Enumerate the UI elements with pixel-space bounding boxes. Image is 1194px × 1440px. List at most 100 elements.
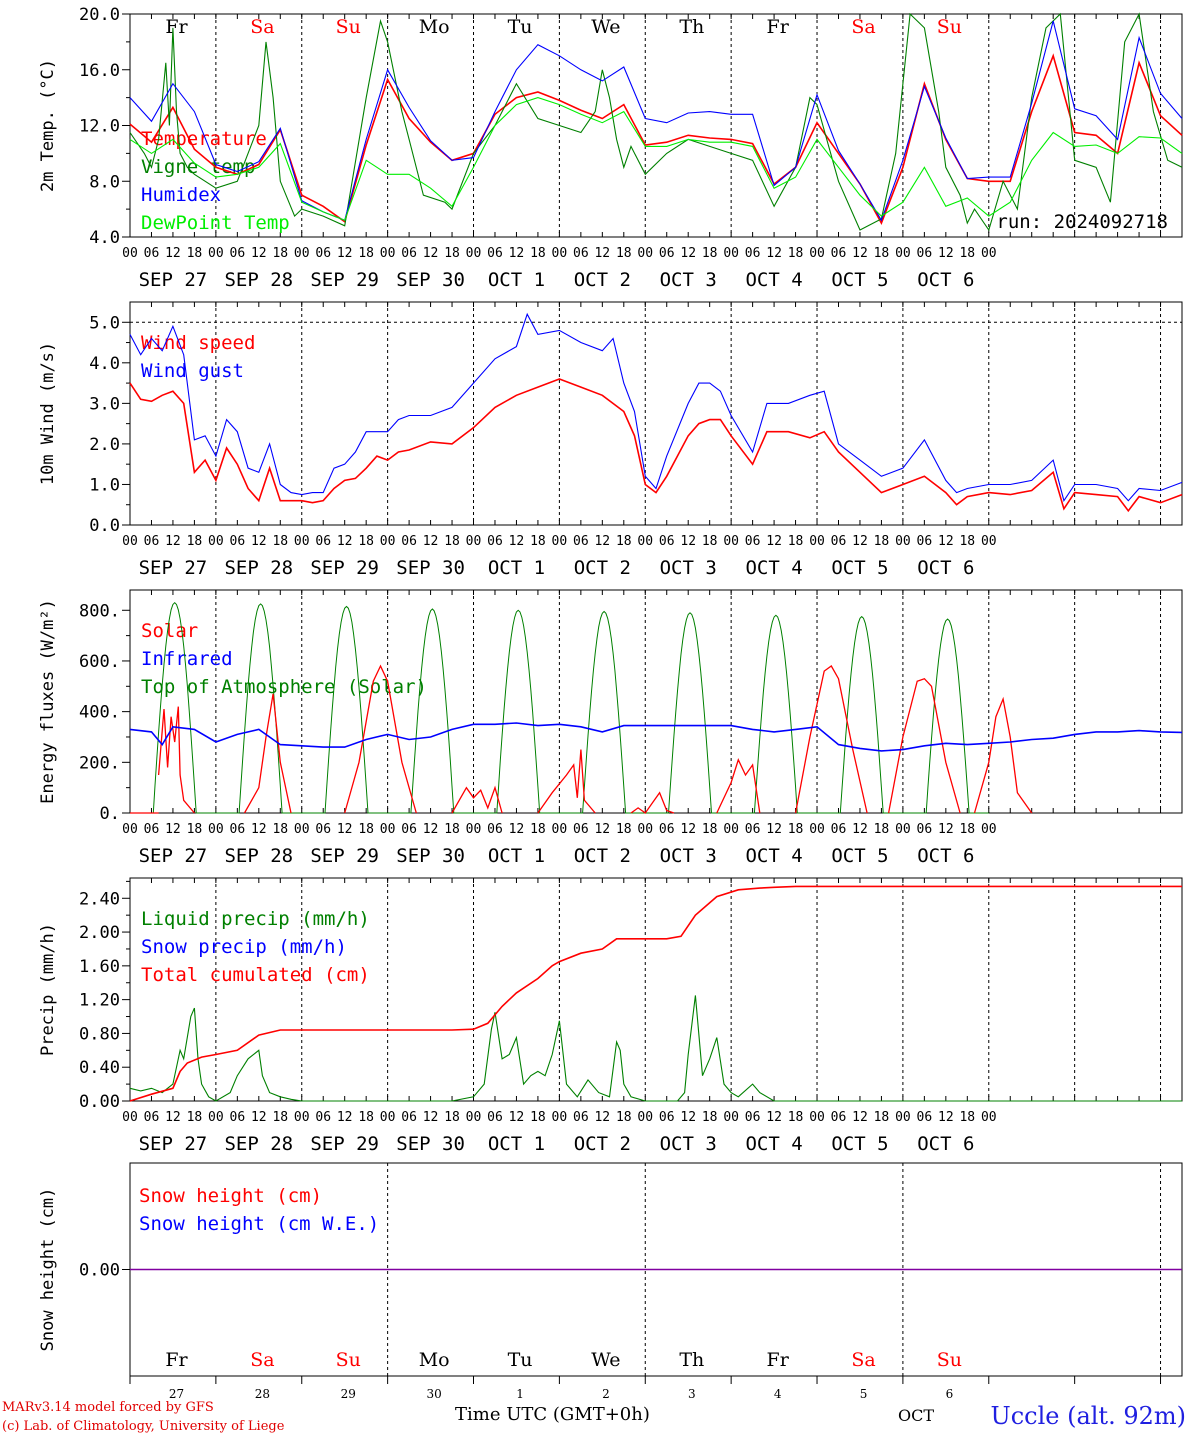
x-hour-label: 12 bbox=[766, 822, 782, 837]
x-hour-label: 00 bbox=[208, 246, 224, 261]
x-hour-label: 00 bbox=[637, 1110, 653, 1125]
x-hour-label: 12 bbox=[509, 822, 525, 837]
x-hour-label: 18 bbox=[788, 1110, 804, 1125]
x-hour-label: 12 bbox=[938, 246, 954, 261]
x-hour-label: 18 bbox=[358, 822, 374, 837]
x-hour-label: 18 bbox=[358, 246, 374, 261]
x-hour-label: 06 bbox=[487, 1110, 503, 1125]
x-hour-label: 12 bbox=[852, 822, 868, 837]
x-date-label: OCT 1 bbox=[488, 557, 545, 579]
x-hour-label: 06 bbox=[659, 822, 675, 837]
x-hour-label: 06 bbox=[315, 534, 331, 549]
day-name: Tu bbox=[508, 1349, 533, 1371]
legend-entry: Snow precip (mm/h) bbox=[141, 936, 347, 958]
x-hour-label: 00 bbox=[294, 246, 310, 261]
x-hour-label: 06 bbox=[230, 246, 246, 261]
x-date-label: OCT 4 bbox=[745, 269, 802, 291]
y-axis-label: Snow height (cm) bbox=[38, 1188, 58, 1352]
y-tick-label: 3.0 bbox=[89, 394, 120, 414]
x-date-label: OCT 2 bbox=[574, 1133, 631, 1155]
x-hour-label: 00 bbox=[122, 822, 138, 837]
x-hour-label: 12 bbox=[766, 1110, 782, 1125]
x-date-label: OCT 2 bbox=[574, 269, 631, 291]
day-name: We bbox=[591, 16, 620, 38]
x-hour-label: 00 bbox=[380, 1110, 396, 1125]
y-tick-label: 2.00 bbox=[79, 923, 120, 943]
x-hour-label: 06 bbox=[573, 534, 589, 549]
y-tick-label: 4.0 bbox=[89, 228, 120, 248]
day-name: We bbox=[591, 1349, 620, 1371]
x-hour-label: 12 bbox=[165, 1110, 181, 1125]
x-hour-label: 06 bbox=[917, 246, 933, 261]
x-date-label: SEP 29 bbox=[310, 1133, 379, 1155]
y-tick-label: 800. bbox=[79, 601, 120, 621]
x-hour-label: 00 bbox=[981, 1110, 997, 1125]
y-tick-label: 400. bbox=[79, 703, 120, 723]
x-date-label: OCT 3 bbox=[660, 845, 717, 867]
x-date-label: SEP 30 bbox=[396, 269, 465, 291]
x-hour-label: 06 bbox=[144, 246, 160, 261]
x-hour-label: 18 bbox=[530, 534, 546, 549]
x-hour-label: 12 bbox=[594, 534, 610, 549]
x-hour-label: 00 bbox=[466, 534, 482, 549]
series-solar bbox=[630, 791, 675, 814]
month-label: OCT bbox=[898, 1406, 935, 1425]
x-hour-label: 12 bbox=[509, 534, 525, 549]
series-line bbox=[129, 12, 1183, 232]
x-hour-label: 00 bbox=[294, 534, 310, 549]
x-date-label: SEP 29 bbox=[310, 557, 379, 579]
legend-entry: Snow height (cm W.E.) bbox=[139, 1213, 379, 1235]
x-hour-label: 00 bbox=[981, 534, 997, 549]
x-date-label: SEP 28 bbox=[224, 557, 293, 579]
x-hour-label: 06 bbox=[573, 246, 589, 261]
x-hour-label: 00 bbox=[637, 534, 653, 549]
x-hour-label: 00 bbox=[552, 246, 568, 261]
x-hour-label: 06 bbox=[144, 1110, 160, 1125]
x-date-label: OCT 5 bbox=[831, 557, 888, 579]
x-hour-label: 12 bbox=[337, 822, 353, 837]
x-hour-label: 12 bbox=[509, 246, 525, 261]
y-tick-label: 2.0 bbox=[89, 435, 120, 455]
x-hour-label: 06 bbox=[230, 1110, 246, 1125]
x-hour-label: 18 bbox=[444, 534, 460, 549]
x-hour-label: 12 bbox=[423, 822, 439, 837]
x-date-label: OCT 5 bbox=[831, 269, 888, 291]
x-hour-label: 12 bbox=[423, 1110, 439, 1125]
x-hour-label: 00 bbox=[637, 822, 653, 837]
x-hour-label: 00 bbox=[122, 534, 138, 549]
x-hour-label: 18 bbox=[702, 246, 718, 261]
x-date-label: SEP 29 bbox=[310, 845, 379, 867]
x-hour-label: 18 bbox=[187, 822, 203, 837]
x-hour-label: 06 bbox=[315, 246, 331, 261]
x-hour-label: 06 bbox=[917, 1110, 933, 1125]
x-hour-label: 18 bbox=[272, 1110, 288, 1125]
x-hour-label: 06 bbox=[917, 822, 933, 837]
x-hour-label: 00 bbox=[380, 822, 396, 837]
legend-entry: Temperature bbox=[141, 128, 267, 150]
x-hour-label: 00 bbox=[809, 246, 825, 261]
x-hour-label: 00 bbox=[294, 1110, 310, 1125]
x-hour-label: 18 bbox=[702, 534, 718, 549]
y-tick-label: 600. bbox=[79, 652, 120, 672]
y-tick-label: 20.0 bbox=[79, 5, 120, 25]
series-toa-solar bbox=[731, 614, 817, 814]
x-hour-label: 12 bbox=[680, 822, 696, 837]
x-hour-label: 18 bbox=[616, 1110, 632, 1125]
day-number: 29 bbox=[341, 1387, 356, 1401]
x-hour-label: 12 bbox=[423, 246, 439, 261]
series-line bbox=[129, 97, 1183, 222]
x-date-label: SEP 29 bbox=[310, 269, 379, 291]
legend-entry: Total cumulated (cm) bbox=[141, 964, 370, 986]
legend-entry: Humidex bbox=[141, 184, 221, 206]
y-tick-label: 1.20 bbox=[79, 991, 120, 1011]
x-hour-label: 00 bbox=[552, 1110, 568, 1125]
x-hour-label: 00 bbox=[895, 534, 911, 549]
x-date-label: SEP 28 bbox=[224, 269, 293, 291]
x-hour-label: 18 bbox=[959, 246, 975, 261]
x-hour-label: 00 bbox=[895, 822, 911, 837]
x-hour-label: 06 bbox=[487, 246, 503, 261]
x-hour-label: 18 bbox=[616, 246, 632, 261]
x-hour-label: 12 bbox=[165, 534, 181, 549]
x-hour-label: 18 bbox=[530, 246, 546, 261]
